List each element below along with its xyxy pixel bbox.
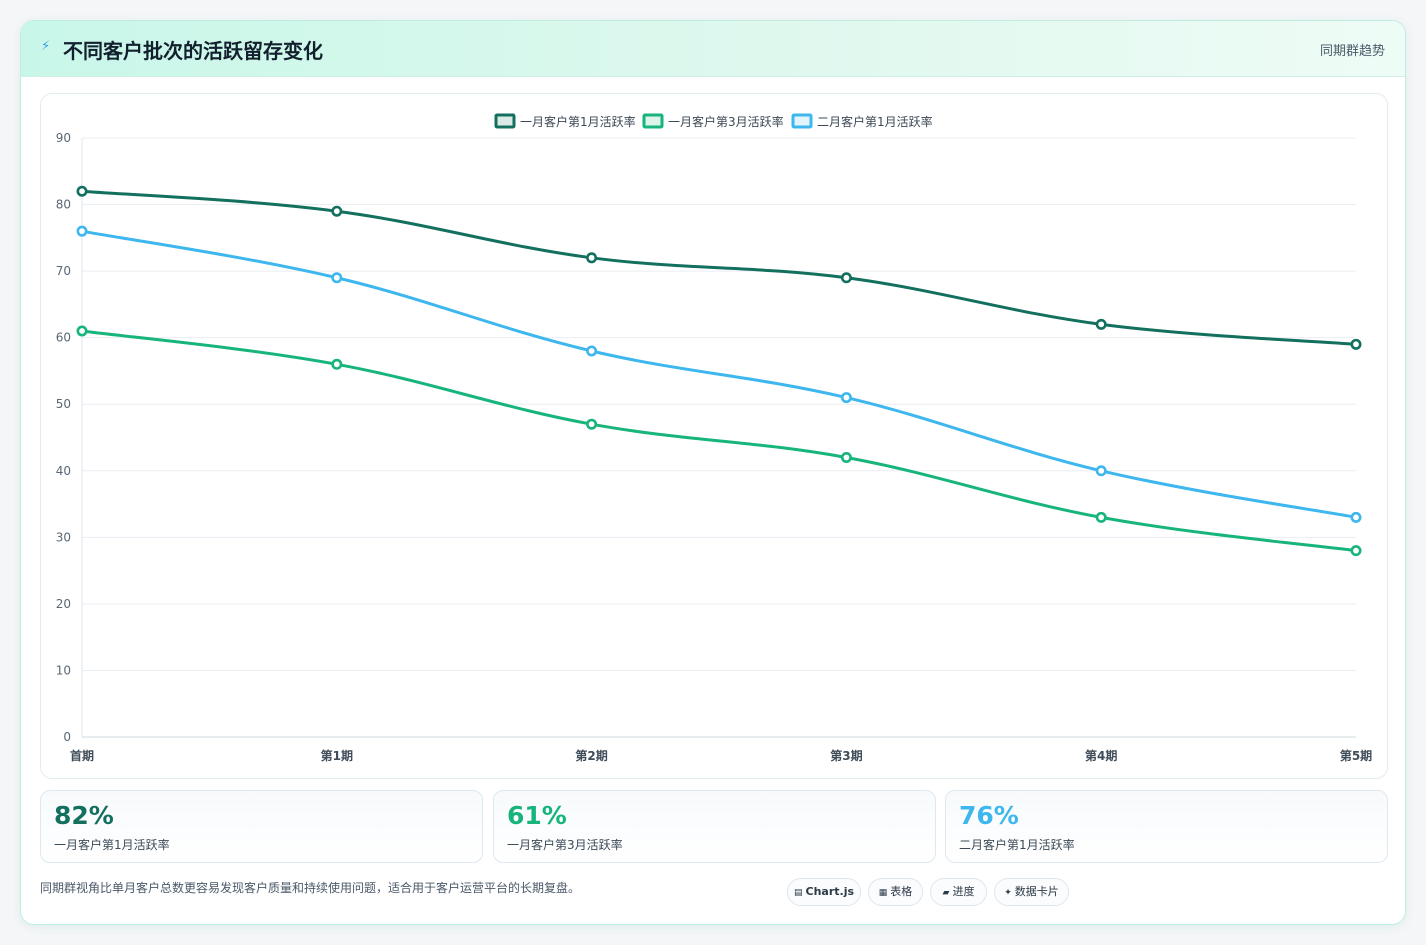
y-tick-label: 70 [56, 264, 71, 278]
legend-swatch [791, 113, 813, 129]
y-tick-label: 90 [56, 131, 71, 145]
y-tick-label: 60 [56, 331, 71, 345]
x-tick-label: 第2期 [575, 748, 607, 763]
data-point [1095, 465, 1107, 477]
data-point [586, 345, 598, 357]
chip-label: Chart.js [805, 885, 855, 898]
chart-icon: ▤ [793, 888, 803, 898]
y-tick-label: 0 [63, 730, 71, 744]
series-line [81, 329, 1357, 553]
kpi-label: 一月客户第1月活跃率 [54, 838, 170, 852]
sparkle-icon: ✦ [1004, 888, 1012, 898]
x-tick-label: 第1期 [321, 748, 353, 763]
series-line [81, 189, 1357, 346]
kpi-value: 61% [507, 801, 567, 830]
table-icon: ▦ [878, 888, 888, 898]
data-point [1350, 511, 1362, 523]
data-point [1350, 338, 1362, 350]
kpi-label: 一月客户第3月活跃率 [507, 838, 623, 852]
kpi-value: 82% [54, 801, 114, 830]
kpi-card-1: 82% 一月客户第1月活跃率 [40, 790, 483, 863]
chip-label: 数据卡片 [1014, 885, 1059, 898]
data-point [1350, 545, 1362, 557]
legend-swatch [494, 113, 516, 129]
data-point [1095, 318, 1107, 330]
chart-panel: 0 10 20 30 40 50 60 70 80 90 首期 第1期 第2期 第3期 第4期 第5期 一月客户… [40, 93, 1388, 779]
card-header: ⚡ 不同客户批次的活跃留存变化 同期群趋势 [21, 21, 1405, 77]
chart-card: ⚡ 不同客户批次的活跃留存变化 同期群趋势 0 10 20 30 40 50 60 70 80 9… [20, 20, 1406, 925]
kpi-label: 二月客户第1月活跃率 [959, 838, 1075, 852]
data-point [840, 392, 852, 404]
data-point [586, 252, 598, 264]
y-tick-label: 30 [56, 530, 71, 544]
data-point [586, 418, 598, 430]
y-tick-label: 10 [56, 663, 71, 677]
data-point [1095, 511, 1107, 523]
chip-label: 表格 [890, 885, 913, 898]
y-tick-label: 50 [56, 397, 71, 411]
legend-swatch [642, 113, 664, 129]
legend-label: 一月客户第1月活跃率 [520, 114, 636, 129]
chip-data-cards[interactable]: ✦ 数据卡片 [994, 878, 1069, 906]
data-point [331, 205, 343, 217]
kpi-card-3: 76% 二月客户第1月活跃率 [945, 790, 1388, 863]
data-point [76, 185, 88, 197]
footnote: 同期群视角比单月客户总数更容易发现客户质量和持续使用问题，适合用于客户运营平台的… [40, 881, 581, 895]
x-tick-label: 首期 [70, 748, 94, 763]
card-title: 不同客户批次的活跃留存变化 [63, 39, 323, 63]
data-point [76, 225, 88, 237]
y-tick-label: 20 [56, 597, 71, 611]
progress-icon: ▰ [942, 888, 950, 898]
lightning-icon: ⚡ [41, 39, 51, 54]
data-point [76, 325, 88, 337]
chip-progress[interactable]: ▰ 进度 [930, 878, 987, 906]
series-line [81, 229, 1357, 519]
legend-label: 二月客户第1月活跃率 [817, 114, 933, 129]
kpi-card-2: 61% 一月客户第3月活跃率 [493, 790, 936, 863]
data-point [840, 451, 852, 463]
card-tag: 同期群趋势 [1319, 44, 1385, 59]
data-point [840, 272, 852, 284]
kpi-value: 76% [959, 801, 1019, 830]
chip-chartjs[interactable]: ▤ Chart.js [787, 878, 861, 906]
chip-label: 进度 [952, 885, 975, 898]
x-tick-label: 第3期 [830, 748, 862, 763]
y-tick-label: 40 [56, 464, 71, 478]
chip-table[interactable]: ▦ 表格 [868, 878, 923, 906]
x-tick-label: 第5期 [1340, 748, 1372, 763]
data-point [331, 358, 343, 370]
data-point [331, 272, 343, 284]
legend-label: 一月客户第3月活跃率 [668, 114, 784, 129]
y-tick-label: 80 [56, 198, 71, 212]
x-tick-label: 第4期 [1085, 748, 1117, 763]
line-chart: 0 10 20 30 40 50 60 70 80 90 首期 第1期 第2期 第3期 第4期 第5期 一月客户… [56, 113, 1372, 763]
